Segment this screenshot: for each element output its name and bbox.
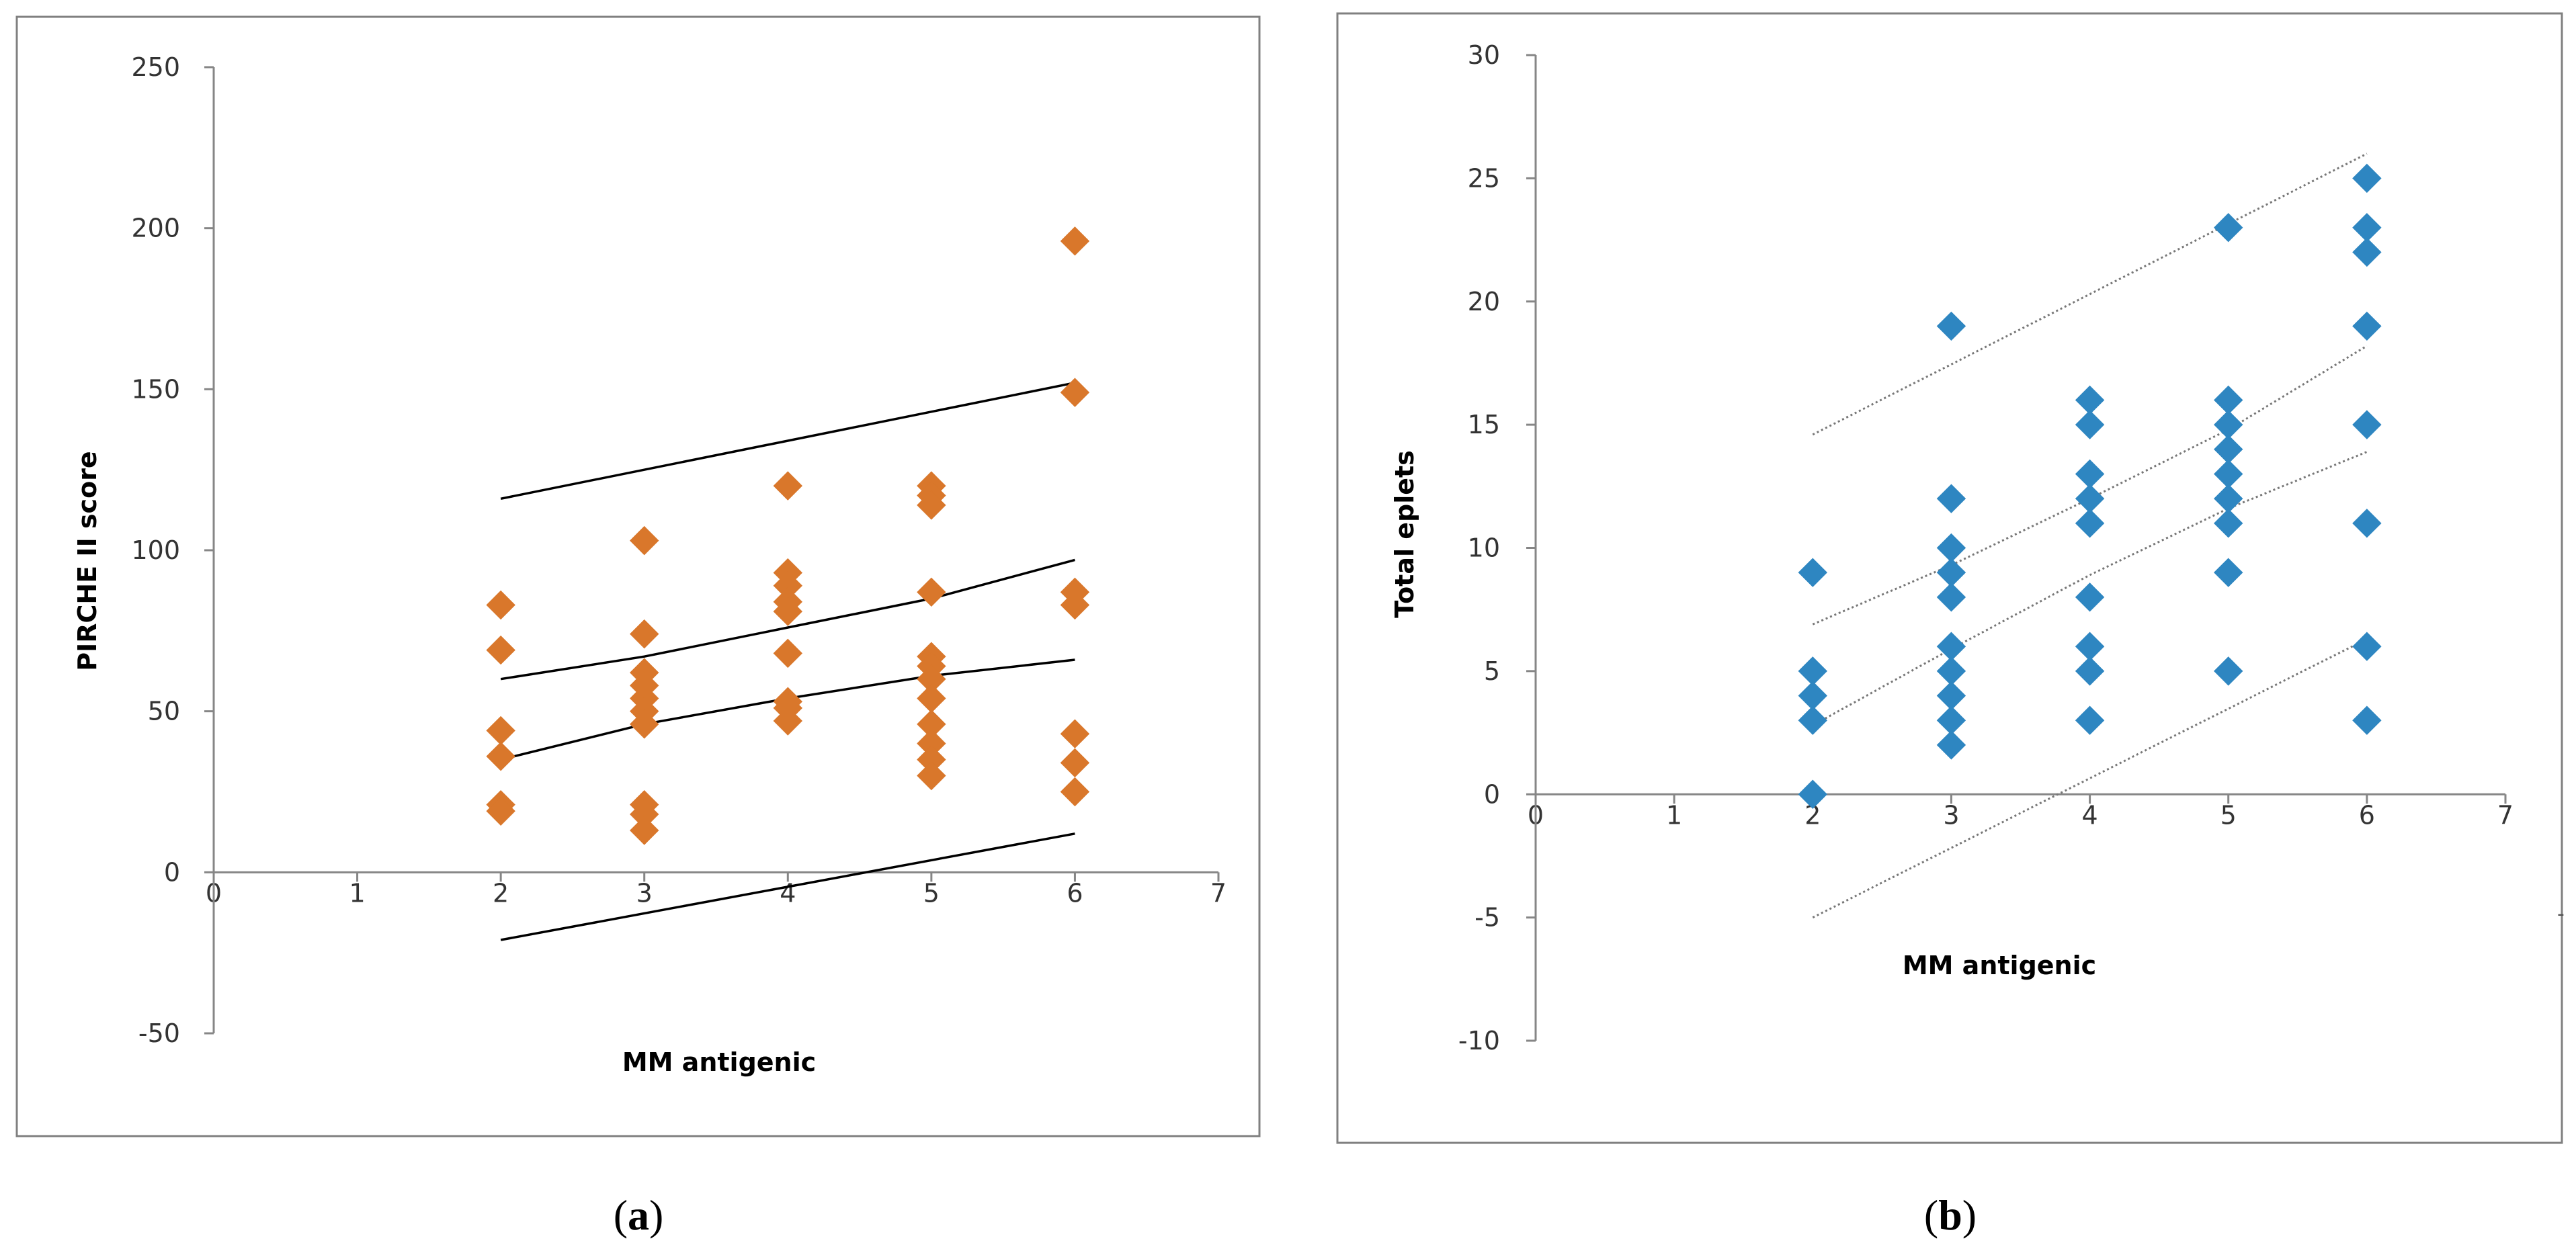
data-point	[1060, 378, 1090, 407]
data-point	[2352, 163, 2382, 193]
y-tick-label: 0	[1484, 779, 1500, 809]
data-point	[1798, 558, 1827, 587]
data-point	[486, 796, 515, 826]
data-point	[2352, 632, 2382, 661]
x-tick-label: 7	[1210, 878, 1227, 908]
data-point	[917, 490, 946, 520]
data-point	[1060, 590, 1090, 620]
fit-line-upper-prediction-bound	[1812, 153, 2368, 436]
data-point	[1936, 583, 1966, 612]
data-point	[1060, 777, 1090, 807]
y-tick-label: 250	[131, 52, 180, 82]
x-tick-label: 6	[2359, 800, 2375, 830]
y-tick-label: 150	[131, 374, 180, 404]
panel-b-data-points	[1798, 163, 2382, 809]
data-point	[917, 577, 946, 607]
data-point	[2352, 705, 2382, 735]
data-point	[2352, 509, 2382, 538]
panel-b-axes	[1526, 54, 2507, 1042]
y-tick-label: 0	[164, 857, 180, 887]
x-tick-label: 1	[349, 878, 365, 908]
x-tick-label: 5	[2220, 800, 2237, 830]
x-tick-label: 2	[493, 878, 509, 908]
data-point	[2075, 410, 2105, 439]
data-point	[2075, 509, 2105, 538]
data-point	[1936, 311, 1966, 341]
x-tick-label: 4	[2081, 800, 2097, 830]
x-tick-label: 6	[1067, 878, 1083, 908]
y-tick-label: 30	[1468, 40, 1500, 70]
panel-b-edge-mark: -	[2557, 902, 2565, 926]
data-point	[773, 471, 802, 501]
x-tick-label: 3	[636, 878, 653, 908]
data-point	[1060, 719, 1090, 748]
x-tick-label: 1	[1666, 800, 1682, 830]
data-point	[630, 525, 659, 556]
fit-line-upper-prediction-bound	[500, 381, 1075, 501]
y-tick-label: 25	[1468, 163, 1500, 193]
data-point	[2214, 509, 2243, 538]
y-tick-label: 5	[1484, 656, 1500, 686]
y-tick-label: -50	[138, 1019, 180, 1048]
data-point	[1060, 226, 1090, 256]
data-point	[2075, 583, 2105, 612]
y-tick-label: 15	[1468, 410, 1500, 439]
data-point	[1060, 748, 1090, 778]
y-tick-label: 100	[131, 535, 180, 565]
fit-line-upper-confidence-bound	[500, 558, 1075, 681]
data-point	[1936, 730, 1966, 760]
x-tick-label: 4	[780, 878, 796, 908]
data-point	[917, 761, 946, 791]
data-point	[630, 816, 659, 845]
x-tick-label: 3	[1943, 800, 1959, 830]
data-point	[1798, 705, 1827, 735]
y-tick-label: 20	[1468, 287, 1500, 316]
fit-line-upper-confidence-bound	[1812, 345, 2368, 626]
panel-a-data-points	[486, 226, 1090, 845]
fit-line-lower-confidence-bound	[1812, 451, 2368, 726]
data-point	[2075, 705, 2105, 735]
panel-b-fit-lines	[1812, 153, 2368, 918]
data-point	[1798, 779, 1827, 809]
data-point	[773, 706, 802, 736]
x-tick-label: 7	[2497, 800, 2513, 830]
caption-b: (b)	[1924, 1191, 1977, 1239]
panel-a-x-axis-title: MM antigenic	[622, 1047, 816, 1077]
panel-a-frame	[15, 15, 1261, 1137]
x-tick-label: 5	[923, 878, 940, 908]
panel-b-x-axis-title: MM antigenic	[1903, 951, 2096, 980]
y-tick-label: 10	[1468, 533, 1500, 563]
y-tick-label: 200	[131, 214, 180, 243]
data-point	[1936, 484, 1966, 513]
y-tick-label: -5	[1474, 903, 1500, 933]
data-point	[2352, 410, 2382, 439]
y-tick-label: 50	[148, 697, 180, 726]
data-point	[2352, 237, 2382, 267]
panel-a: -50 0 50 100 150 200 250 0 1 2 3 4 5 6 7 PIRCHE II sc…	[15, 15, 1261, 1137]
fit-line-lower-prediction-bound	[500, 832, 1075, 941]
data-point	[630, 619, 659, 649]
data-point	[2214, 213, 2243, 243]
data-point	[486, 742, 515, 771]
data-point	[2075, 656, 2105, 686]
panel-b-y-axis-title: Total eplets	[1390, 450, 1419, 618]
panel-b-y-tick-labels: -10 -5 0 5 10 15 20 25 30	[1458, 40, 1500, 1055]
data-point	[486, 590, 515, 620]
panel-a-y-axis-title: PIRCHE II score	[73, 451, 102, 671]
data-point	[773, 638, 802, 668]
data-point	[2214, 656, 2243, 686]
panel-a-y-tick-labels: -50 0 50 100 150 200 250	[131, 52, 180, 1048]
data-point	[630, 709, 659, 739]
y-tick-label: -10	[1458, 1026, 1500, 1055]
data-point	[2352, 311, 2382, 341]
data-point	[486, 635, 515, 665]
data-point	[773, 597, 802, 626]
data-point	[2214, 558, 2243, 587]
caption-a: (a)	[614, 1191, 664, 1239]
panel-a-axes	[204, 66, 1220, 1035]
